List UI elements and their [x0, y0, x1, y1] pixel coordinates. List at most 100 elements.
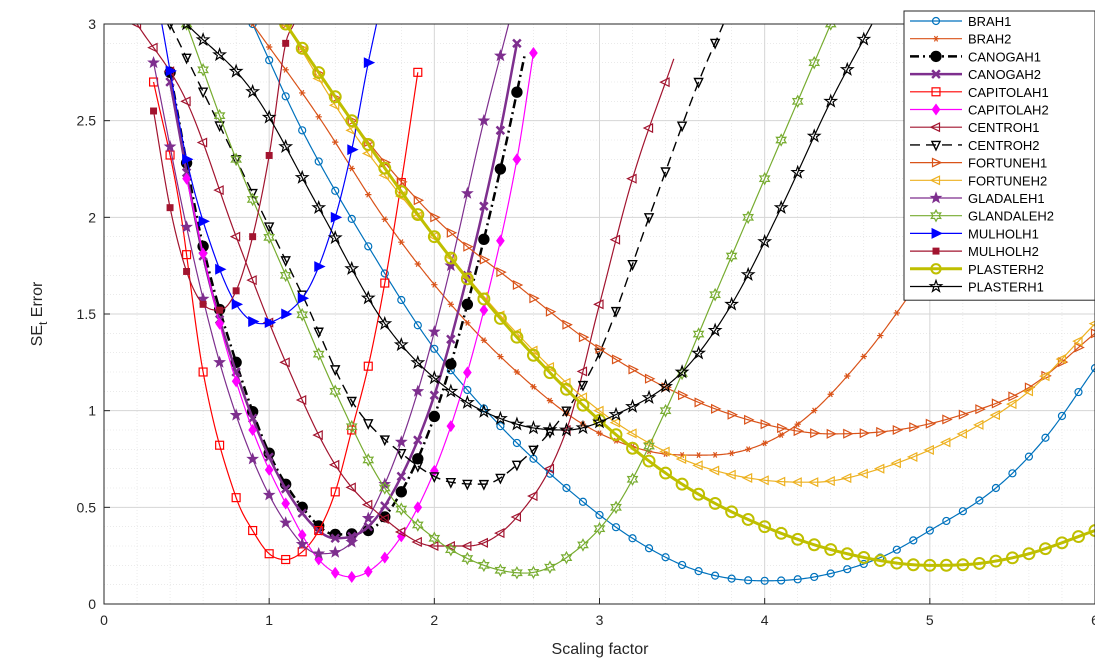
x-tick-label: 6	[1091, 612, 1095, 628]
data-point	[363, 57, 376, 69]
data-point	[197, 63, 209, 77]
data-point	[246, 275, 257, 286]
data-point	[361, 137, 375, 151]
data-point	[709, 38, 721, 50]
legend: BRAH1 BRAH2 CANOGAH1 CANOGAH2 CAPITOLAH1 CAPI…	[903, 10, 1095, 301]
data-point	[215, 440, 225, 450]
data-point	[476, 403, 492, 418]
data-point	[511, 460, 523, 472]
legend-entry: CANOGAH1	[910, 49, 1041, 64]
data-point	[279, 268, 292, 283]
data-point	[180, 220, 193, 233]
data-point	[711, 571, 720, 580]
data-point	[560, 550, 573, 565]
data-point	[807, 538, 821, 552]
data-point	[758, 520, 772, 534]
data-point	[975, 404, 986, 415]
data-point	[478, 479, 490, 491]
x-tick-label: 0	[100, 612, 108, 628]
data-point	[460, 272, 474, 286]
data-point	[264, 317, 277, 329]
data-point	[708, 465, 720, 476]
data-point	[578, 497, 588, 506]
data-point	[463, 241, 474, 252]
data-point	[546, 397, 554, 404]
data-point	[181, 53, 192, 65]
data-point	[844, 372, 851, 379]
data-point	[526, 348, 540, 362]
y-axis-label: SEt Error	[29, 281, 50, 346]
data-point	[365, 191, 372, 198]
data-point	[742, 210, 755, 225]
data-point	[510, 511, 522, 523]
data-point	[264, 452, 274, 462]
data-point	[509, 416, 525, 431]
data-point	[529, 46, 538, 60]
data-point	[674, 364, 690, 379]
data-point	[643, 439, 655, 453]
data-point	[810, 572, 819, 582]
data-point	[412, 461, 424, 473]
data-point	[932, 247, 940, 255]
data-point	[428, 410, 441, 423]
data-point	[232, 287, 240, 295]
data-point	[930, 50, 942, 63]
data-point	[445, 478, 457, 489]
data-point	[1005, 551, 1019, 565]
data-point	[496, 422, 505, 431]
data-point	[180, 96, 191, 107]
data-point	[758, 475, 769, 486]
data-point	[745, 446, 752, 453]
data-point	[459, 394, 475, 409]
data-point	[923, 558, 937, 572]
series-glandaleh2	[180, 24, 837, 580]
data-point	[641, 389, 657, 404]
data-point	[299, 89, 306, 96]
data-point	[806, 128, 822, 143]
data-point	[777, 576, 786, 585]
data-point	[727, 574, 736, 583]
data-point	[577, 380, 589, 392]
data-point	[130, 24, 142, 30]
data-point	[477, 113, 491, 127]
data-point	[494, 163, 507, 175]
data-point	[394, 185, 408, 199]
data-point	[495, 473, 506, 485]
data-point	[659, 446, 670, 457]
data-point	[528, 445, 539, 457]
data-point	[677, 560, 687, 570]
data-point	[909, 536, 918, 545]
y-tick-label: 2	[88, 209, 96, 225]
data-point	[811, 407, 818, 414]
data-point	[413, 195, 425, 206]
y-tick-label: 1	[88, 403, 96, 419]
data-point	[931, 157, 943, 168]
data-point	[939, 437, 951, 448]
data-point	[939, 558, 953, 572]
legend-entry: MULHOLH1	[910, 226, 1039, 241]
data-point	[248, 24, 257, 29]
data-point	[942, 516, 951, 526]
data-point	[593, 521, 606, 536]
data-point	[364, 242, 373, 251]
series-plasterh1	[181, 24, 873, 437]
legend-label: FORTUNEH2	[968, 173, 1047, 188]
data-point	[492, 410, 508, 425]
data-point	[199, 300, 207, 308]
legend-entry: FORTUNEH2	[910, 173, 1047, 188]
series-canogah2	[165, 38, 522, 544]
data-point	[345, 482, 356, 493]
data-point	[430, 344, 439, 353]
data-point	[527, 565, 540, 580]
series-line	[136, 24, 675, 547]
data-point	[427, 540, 439, 552]
data-point	[675, 477, 689, 491]
data-point	[975, 496, 984, 505]
data-point	[397, 295, 406, 305]
data-point	[1008, 391, 1019, 402]
data-point	[544, 560, 556, 574]
data-point	[661, 553, 670, 562]
data-point	[760, 419, 772, 430]
data-point	[248, 316, 260, 327]
data-point	[562, 319, 573, 330]
